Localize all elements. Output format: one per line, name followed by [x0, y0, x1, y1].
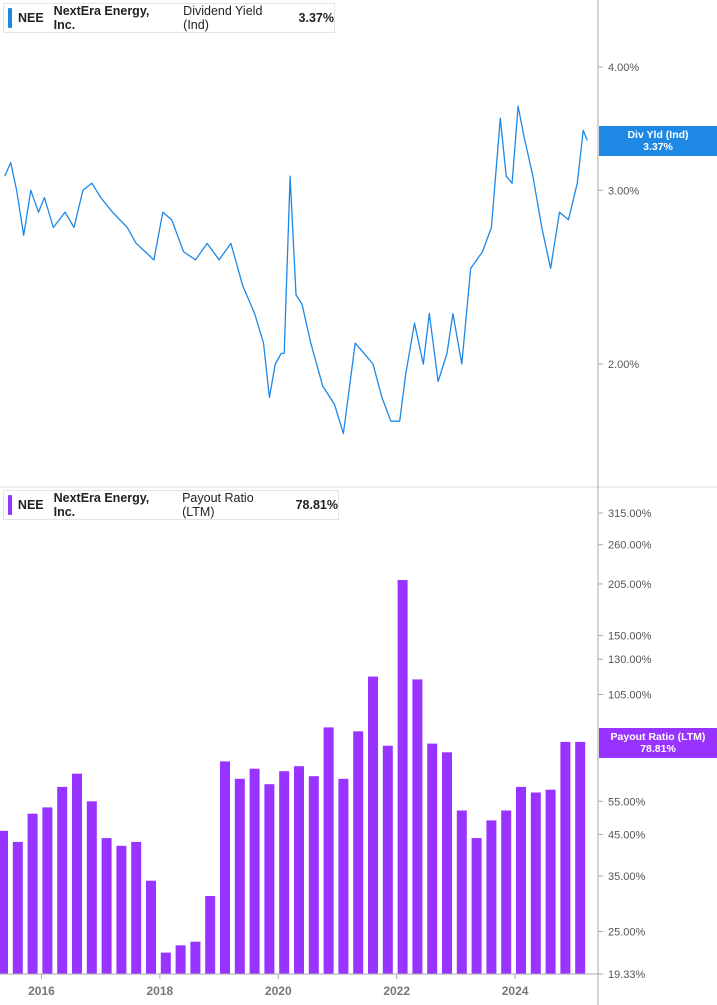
payout-bar — [234, 778, 245, 974]
x-tick-label: 2018 — [147, 984, 174, 998]
y-tick-label: 205.00% — [608, 579, 652, 591]
payout-bar — [575, 741, 586, 974]
payout-ratio-chart — [0, 580, 586, 974]
legend-company: NextEra Energy, Inc. — [53, 4, 150, 32]
x-tick-label: 2024 — [502, 984, 529, 998]
payout-bar — [146, 880, 156, 974]
payout-bar — [323, 727, 334, 974]
payout-value-tag: Payout Ratio (LTM) 78.81% — [599, 728, 717, 758]
legend-company: NextEra Energy, Inc. — [53, 491, 150, 519]
payout-bar — [27, 813, 38, 974]
payout-bar — [116, 845, 127, 974]
payout-bar — [57, 786, 68, 974]
dividend-yield-chart — [4, 105, 588, 435]
payout-bar — [456, 810, 467, 974]
payout-bar — [220, 761, 230, 974]
payout-tag-value: 78.81% — [640, 743, 676, 755]
payout-bar — [471, 838, 482, 974]
payout-bar — [516, 786, 526, 974]
y-tick-label: 2.00% — [608, 359, 639, 371]
payout-bar — [279, 771, 290, 974]
series-swatch-payout — [8, 495, 12, 515]
y-tick-label: 105.00% — [608, 689, 652, 701]
payout-bar — [86, 801, 97, 974]
y-tick-label: 55.00% — [608, 796, 646, 808]
yield-tag-label: Div Yld (Ind) — [627, 129, 689, 141]
payout-bar — [353, 731, 364, 974]
legend-metric: Dividend Yield (Ind) — [183, 4, 263, 32]
payout-bar — [442, 752, 452, 974]
payout-bar — [0, 830, 8, 974]
payout-bar — [486, 820, 497, 974]
payout-bar — [412, 679, 423, 974]
y-tick-label: 35.00% — [608, 871, 646, 883]
yield-value-tag: Div Yld (Ind) 3.37% — [599, 126, 717, 156]
y-tick-label: 3.00% — [608, 185, 639, 197]
yield-line — [4, 105, 588, 435]
payout-bar — [382, 745, 393, 974]
payout-bar — [427, 743, 438, 974]
x-tick-label: 2020 — [265, 984, 292, 998]
payout-bar — [131, 841, 142, 974]
payout-tag-label: Payout Ratio (LTM) — [610, 731, 706, 743]
payout-bar — [205, 896, 216, 974]
y-tick-label: 260.00% — [608, 540, 652, 552]
payout-bar — [42, 807, 53, 974]
y-tick-label: 130.00% — [608, 654, 652, 666]
legend-value: 78.81% — [295, 498, 338, 512]
series-swatch-yield — [8, 8, 12, 28]
payout-bar — [249, 768, 260, 974]
y-tick-label: 25.00% — [608, 927, 646, 939]
x-tick-label: 2016 — [28, 984, 55, 998]
payout-bar — [501, 810, 512, 974]
payout-bar — [72, 773, 82, 974]
payout-bar — [368, 676, 378, 974]
y-tick-label: 315.00% — [608, 508, 652, 520]
legend-payout-ratio[interactable]: NEE NextEra Energy, Inc. Payout Ratio (L… — [3, 490, 339, 520]
payout-bar — [545, 789, 556, 974]
legend-dividend-yield[interactable]: NEE NextEra Energy, Inc. Dividend Yield … — [3, 3, 335, 33]
payout-bar — [160, 952, 171, 974]
yield-tag-value: 3.37% — [643, 141, 673, 153]
y-tick-label: 45.00% — [608, 829, 646, 841]
legend-metric: Payout Ratio (LTM) — [182, 491, 254, 519]
payout-bar — [190, 941, 201, 974]
payout-bar — [397, 580, 408, 974]
y-tick-label: 4.00% — [608, 62, 639, 74]
legend-value: 3.37% — [298, 11, 334, 25]
payout-bar — [530, 792, 541, 974]
payout-bar — [175, 945, 186, 974]
payout-bar — [264, 784, 275, 974]
legend-ticker: NEE — [17, 11, 44, 25]
payout-bar — [101, 838, 112, 974]
y-tick-label: 19.33% — [608, 969, 646, 981]
legend-ticker: NEE — [17, 498, 44, 512]
y-tick-label: 150.00% — [608, 631, 652, 643]
payout-bar — [12, 841, 23, 974]
payout-bar — [308, 776, 319, 974]
payout-bar — [294, 766, 304, 974]
payout-bar — [338, 778, 349, 974]
payout-bar — [560, 741, 571, 974]
x-tick-label: 2022 — [383, 984, 410, 998]
